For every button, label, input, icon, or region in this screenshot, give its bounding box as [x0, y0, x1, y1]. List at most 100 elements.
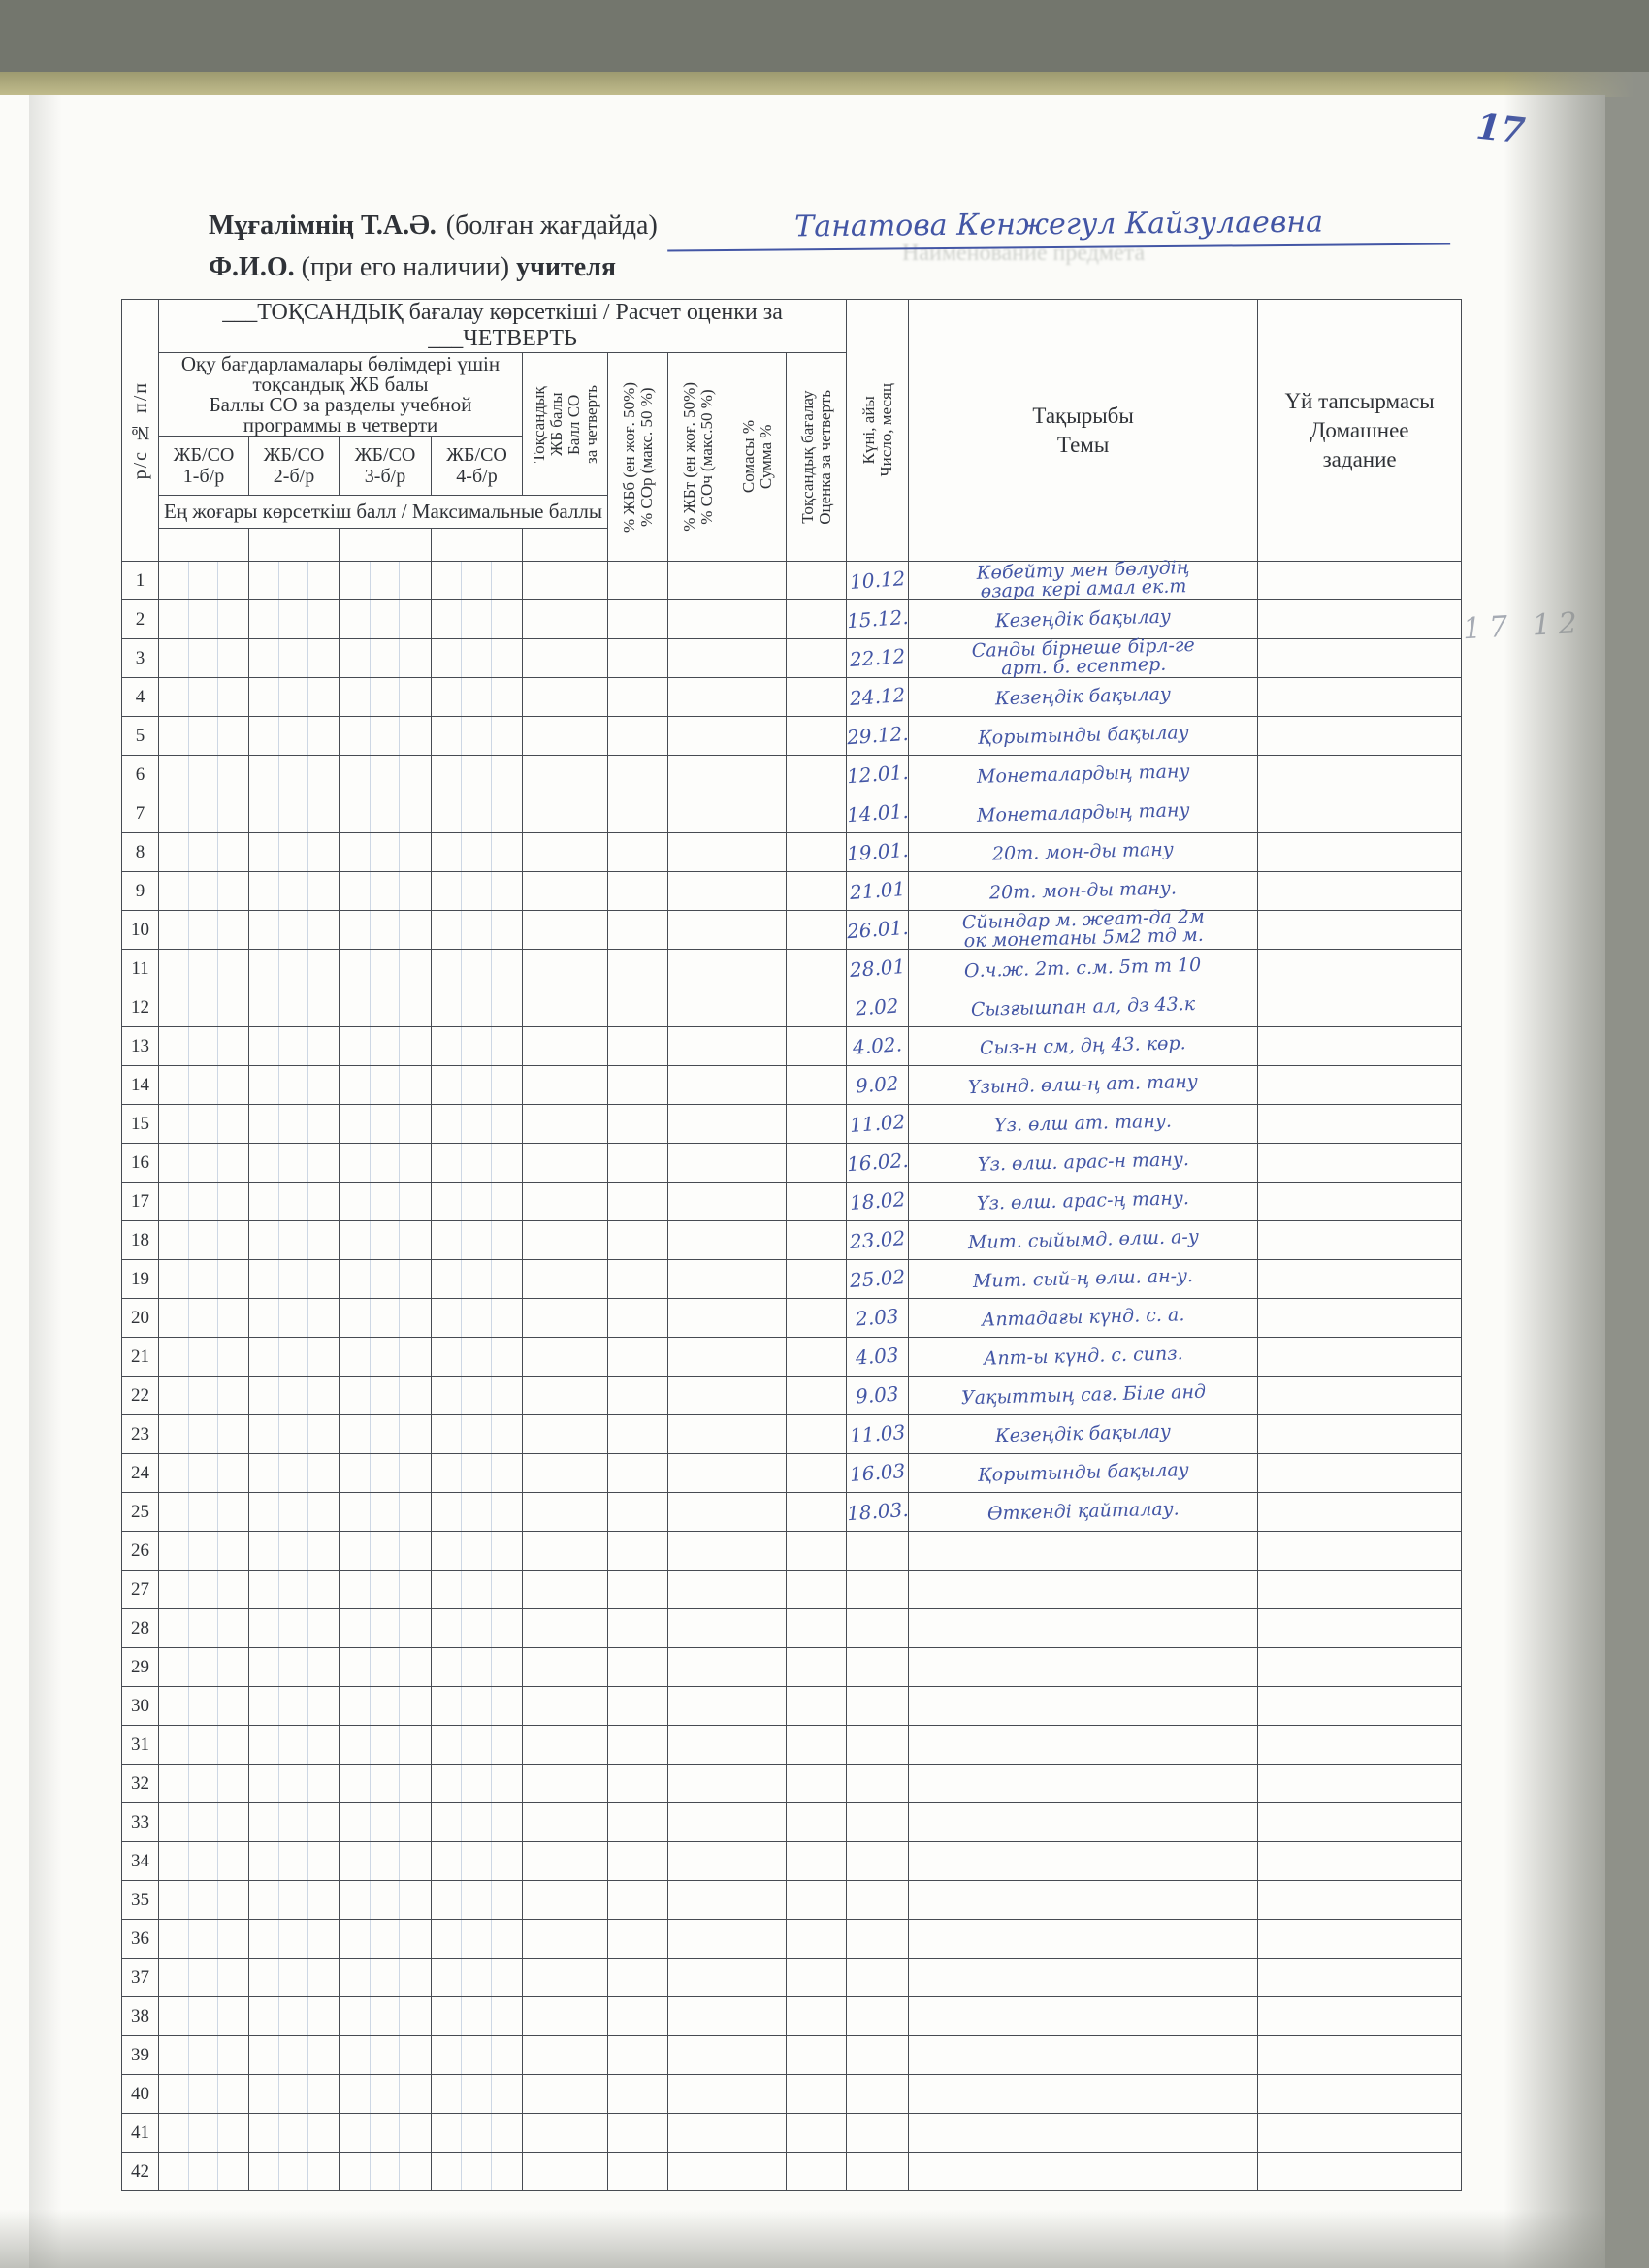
sum-pct-cell — [728, 1686, 787, 1726]
quarter-grade-cell — [785, 599, 848, 639]
quarter-grade-cell — [785, 1686, 848, 1726]
score-cell-jb1 — [158, 1686, 249, 1726]
pct-jbt-cell — [667, 910, 728, 950]
date-cell: 9.03 — [846, 1376, 910, 1415]
row-number: 8 — [121, 832, 159, 872]
score-cell-jb2 — [248, 1570, 340, 1609]
date-cell: 25.02 — [846, 1259, 910, 1299]
score-cell-jb2 — [248, 871, 340, 911]
score-cell-jb1 — [158, 1647, 249, 1687]
score-cell-jb2 — [248, 1337, 340, 1377]
pct-jbt-cell — [667, 1725, 728, 1765]
score-cell-jb2 — [248, 1453, 340, 1493]
row-number: 36 — [121, 1919, 159, 1959]
max-score-cell — [522, 528, 608, 562]
handwritten-topic: 20т. мон-ды тану. — [988, 876, 1178, 904]
date-cell: 15.12. — [846, 599, 909, 639]
table-row: 14 9.02 Үзынд. өлш-ң ат. тану — [121, 1065, 1463, 1105]
pct-jbb-cell — [607, 1764, 668, 1803]
topic-cell — [908, 1608, 1259, 1648]
quarter-grade-cell — [785, 1414, 848, 1454]
table-row: 19 25.02 Мит. сый-ң өлш. ан-у. — [121, 1259, 1463, 1299]
pct-jbt-cell — [667, 755, 728, 794]
homework-cell — [1257, 1802, 1463, 1842]
score-cell-jb1 — [158, 1259, 249, 1299]
homework-cell — [1257, 1104, 1463, 1144]
handwritten-date: 25.02 — [849, 1265, 906, 1292]
pct-jbb-cell — [607, 1725, 668, 1765]
pct-jbt-cell — [667, 2035, 728, 2075]
homework-cell — [1257, 1026, 1463, 1066]
row-number: 39 — [121, 2035, 159, 2075]
table-row: 36 — [121, 1919, 1463, 1959]
date-cell: 2.02 — [846, 988, 910, 1027]
score-cell-jb2 — [248, 1686, 340, 1726]
score-cell-jb3 — [339, 2074, 432, 2114]
homework-cell — [1257, 1531, 1463, 1571]
quarter-grade-cell — [785, 1764, 848, 1803]
sum-pct-cell — [728, 1259, 787, 1299]
pct-jbb-cell — [607, 1220, 668, 1260]
row-number: 29 — [121, 1647, 159, 1687]
pct-jbb-cell — [607, 1608, 668, 1648]
col-header-homework: Үй тапсырмасы Домашнее задание — [1257, 299, 1463, 562]
handwritten-topic: Өткенді қайталау. — [986, 1497, 1180, 1525]
score-cell-jb3 — [339, 1880, 432, 1920]
sum-pct-cell — [728, 832, 787, 872]
pct-jbt-cell — [667, 1764, 728, 1803]
score-cell-jb1 — [158, 638, 249, 678]
homework-cell — [1257, 638, 1463, 678]
pct-jbt-cell — [667, 561, 728, 600]
score-cell-jb2 — [248, 599, 340, 639]
score-cell-jb4 — [431, 794, 523, 833]
score-cell-jb1 — [158, 677, 249, 717]
score-cell-jb2 — [248, 2035, 340, 2075]
topic-cell: Сйындар м. жеат-да 2м ок монетаны 5м2 тд… — [908, 906, 1259, 952]
table-row: 10 26.01. Сйындар м. жеат-да 2м ок монетан… — [121, 906, 1463, 952]
pct-jbt-cell — [667, 949, 728, 988]
handwritten-topic: Кезеңдік бақылау — [994, 683, 1172, 709]
quarter-score-cell — [522, 561, 608, 600]
topic-cell — [908, 1764, 1259, 1803]
quarter-score-cell — [522, 1764, 608, 1803]
handwritten-topic: О.ч.ж. 2т. с.м. 5т т 10 — [964, 954, 1202, 982]
score-cell-jb1 — [158, 599, 249, 639]
homework-cell — [1257, 1143, 1463, 1183]
score-cell-jb1 — [158, 1298, 249, 1338]
handwritten-date: 18.02 — [849, 1187, 906, 1215]
score-cell-jb1 — [158, 561, 249, 600]
score-cell-jb1 — [158, 910, 249, 950]
quarter-score-cell — [522, 755, 608, 794]
score-cell-jb1 — [158, 1880, 249, 1920]
table-row: 42 — [121, 2152, 1463, 2191]
sum-pct-cell — [728, 1453, 787, 1493]
table-row: 20 2.03 Аптадағы күнд. с. а. — [121, 1298, 1463, 1338]
quarter-score-cell — [522, 599, 608, 639]
row-number: 19 — [121, 1259, 159, 1299]
handwritten-topic: Кезеңдік бақылау — [994, 605, 1172, 632]
pct-jbb-cell — [607, 1143, 668, 1183]
score-cell-jb4 — [431, 1570, 523, 1609]
handwritten-date: 11.03 — [849, 1420, 906, 1447]
table-row: 12 2.02 Сызғышпан ал, дз 43.к — [121, 988, 1463, 1027]
quarter-grade-cell — [785, 1647, 848, 1687]
quarter-grade-cell — [785, 1880, 848, 1920]
score-cell-jb3 — [339, 794, 432, 833]
score-cell-jb3 — [339, 1026, 432, 1066]
homework-cell — [1257, 1764, 1463, 1803]
quarter-grade-cell — [785, 1802, 848, 1842]
score-cell-jb4 — [431, 1182, 523, 1221]
homework-cell — [1257, 1958, 1463, 1997]
pct-jbt-cell — [667, 1337, 728, 1377]
score-cell-jb2 — [248, 755, 340, 794]
topic-cell: Апт-ы күнд. с. сипз. — [908, 1337, 1259, 1377]
score-cell-jb2 — [248, 561, 340, 600]
date-cell — [846, 1725, 910, 1765]
max-score-cell — [158, 528, 249, 562]
handwritten-topic: Апт-ы күнд. с. сипз. — [983, 1342, 1183, 1370]
pct-jbb-cell — [607, 716, 668, 756]
pct-jbt-cell — [667, 1453, 728, 1493]
score-cell-jb2 — [248, 2074, 340, 2114]
score-cell-jb1 — [158, 2113, 249, 2153]
pct-jbb-cell — [607, 638, 668, 678]
